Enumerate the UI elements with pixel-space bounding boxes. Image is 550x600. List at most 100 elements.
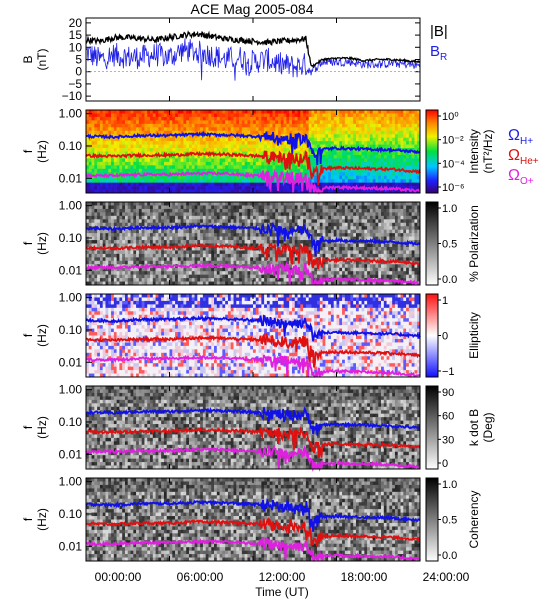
spectrogram-cell xyxy=(94,236,98,241)
spectrogram-cell xyxy=(97,123,101,128)
spectrogram-cell xyxy=(147,222,151,227)
spectrogram-cell xyxy=(211,243,215,248)
spectrogram-cell xyxy=(322,130,326,135)
spectrogram-cell xyxy=(375,151,379,156)
spectrogram-cell xyxy=(258,116,262,121)
spectrogram-cell xyxy=(188,253,193,258)
spectrogram-cell xyxy=(180,278,184,282)
spectrogram-cell xyxy=(108,246,112,251)
spectrogram-cell xyxy=(186,260,190,265)
spectrogram-cell xyxy=(169,113,173,118)
spectrogram-cell xyxy=(202,189,206,194)
spectrogram-cell xyxy=(403,165,407,170)
spectrogram-cell xyxy=(141,127,145,132)
spectrogram-cell xyxy=(88,246,92,251)
spectrogram-cell xyxy=(394,172,399,177)
spectrogram-cell xyxy=(191,222,195,227)
spectrogram-cell xyxy=(317,222,321,227)
spectrogram-cell xyxy=(381,165,385,170)
spectrogram-cell xyxy=(186,215,190,220)
spectrogram-cell xyxy=(367,134,371,138)
spectrogram-cell xyxy=(111,208,115,213)
spectrogram-cell xyxy=(286,182,290,187)
spectrogram-cell xyxy=(147,179,151,183)
spectrogram-cell xyxy=(339,154,343,159)
spectrogram-cell xyxy=(222,219,226,224)
spectrogram-cell xyxy=(272,120,276,125)
spectrogram-cell xyxy=(130,130,134,135)
spectrogram-cell xyxy=(289,123,293,128)
spectrogram-cell xyxy=(186,116,190,121)
spectrogram-cell xyxy=(175,161,179,166)
spectrogram-cell xyxy=(319,219,323,224)
spectrogram-cell xyxy=(239,250,243,255)
spectrogram-cell xyxy=(319,110,323,114)
spectrogram-cell xyxy=(102,168,106,173)
spectrogram-cell xyxy=(289,264,293,269)
spectrogram-cell xyxy=(99,113,103,118)
spectrogram-cell xyxy=(233,168,237,173)
spectrogram-cell xyxy=(333,123,337,128)
spectrogram-cell xyxy=(227,141,232,145)
spectrogram-cell xyxy=(294,253,298,258)
spectrogram-cell xyxy=(150,253,154,258)
spectrogram-cell xyxy=(369,172,373,177)
spectrogram-cell xyxy=(261,110,265,114)
spectrogram-cell xyxy=(300,264,304,269)
spectrogram-cell xyxy=(186,182,190,187)
spectrogram-cell xyxy=(225,168,229,173)
spectrogram-cell xyxy=(150,165,154,170)
spectrogram-cell xyxy=(133,154,137,159)
spectrogram-cell xyxy=(225,120,229,125)
spectrogram-cell xyxy=(152,233,156,237)
spectrogram-cell xyxy=(414,161,418,166)
spectrogram-cell xyxy=(283,110,287,114)
spectrogram-cell xyxy=(211,144,215,149)
spectrogram-cell xyxy=(319,257,323,262)
spectrogram-cell xyxy=(375,172,379,177)
spectrogram-cell xyxy=(375,154,379,159)
spectrogram-cell xyxy=(250,168,254,173)
spectrogram-cell xyxy=(119,148,123,152)
spectrogram-cell xyxy=(186,240,190,244)
spectrogram-cell xyxy=(113,250,117,255)
spectrogram-cell xyxy=(311,165,315,170)
spectrogram-cell xyxy=(291,130,296,135)
spectrogram-cell xyxy=(191,257,195,262)
spectrogram-cell xyxy=(175,274,179,279)
spectrogram-cell xyxy=(161,179,165,183)
spectrogram-cell xyxy=(219,123,223,128)
spectrogram-cell xyxy=(113,127,117,132)
spectrogram-cell xyxy=(358,158,362,163)
spectrogram-cell xyxy=(266,257,270,262)
spectrogram-cell xyxy=(111,144,115,149)
spectrogram-cell xyxy=(152,236,156,241)
spectrogram-cell xyxy=(389,175,393,180)
spectrogram-cell xyxy=(211,148,215,152)
spectrogram-cell xyxy=(272,274,276,279)
spectrogram-cell xyxy=(400,141,404,145)
spectrogram-cell xyxy=(236,161,240,166)
spectrogram-cell xyxy=(314,222,318,227)
spectrogram-cell xyxy=(344,158,348,163)
spectrogram-cell xyxy=(119,205,123,210)
spectrogram-cell xyxy=(155,189,159,194)
spectrogram-cell xyxy=(227,229,232,234)
spectrogram-cell xyxy=(99,137,103,142)
spectrogram-cell xyxy=(255,120,259,125)
spectrogram-cell xyxy=(177,186,181,190)
spectrogram-cell xyxy=(97,215,101,220)
spectrogram-cell xyxy=(141,165,145,170)
spectrogram-cell xyxy=(250,141,254,145)
spectrogram-cell xyxy=(280,222,284,227)
spectrogram-cell xyxy=(283,202,287,206)
spectrogram-cell xyxy=(397,189,401,194)
spectrogram-cell xyxy=(102,110,106,114)
spectrogram-cell xyxy=(264,179,268,183)
spectrogram-cell xyxy=(322,137,326,142)
spectrogram-cell xyxy=(314,229,318,234)
spectrogram-cell xyxy=(155,137,159,142)
spectrogram-cell xyxy=(147,110,151,114)
spectrogram-cell xyxy=(122,236,126,241)
spectrogram-cell xyxy=(261,130,265,135)
